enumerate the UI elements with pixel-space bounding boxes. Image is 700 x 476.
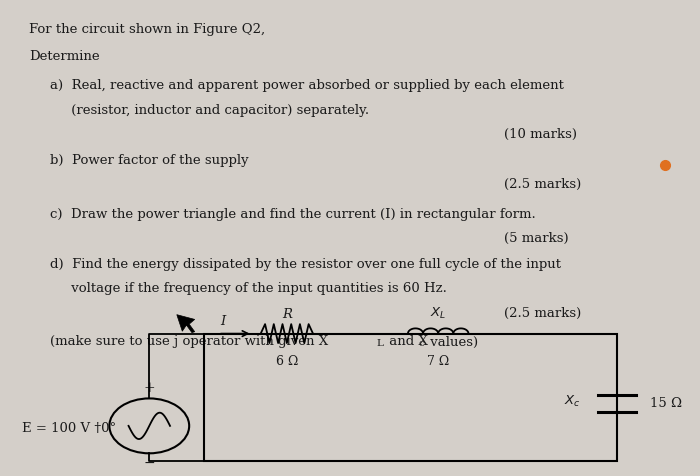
Polygon shape xyxy=(177,315,195,333)
Text: (5 marks): (5 marks) xyxy=(503,232,568,245)
Text: voltage if the frequency of the input quantities is 60 Hz.: voltage if the frequency of the input qu… xyxy=(50,282,447,296)
Bar xyxy=(204,334,617,461)
Text: (resistor, inductor and capacitor) separately.: (resistor, inductor and capacitor) separ… xyxy=(50,104,369,117)
Text: E = 100 V †0°: E = 100 V †0° xyxy=(22,422,116,435)
Text: (make sure to use j operator with given X: (make sure to use j operator with given … xyxy=(50,336,328,348)
Text: b)  Power factor of the supply: b) Power factor of the supply xyxy=(50,154,248,167)
Text: a)  Real, reactive and apparent power absorbed or supplied by each element: a) Real, reactive and apparent power abs… xyxy=(50,79,564,92)
Text: $X_c$: $X_c$ xyxy=(564,394,580,409)
Text: +: + xyxy=(144,381,155,395)
Text: 6 Ω: 6 Ω xyxy=(276,355,298,368)
Text: 15 Ω: 15 Ω xyxy=(650,397,682,410)
Text: R: R xyxy=(282,308,292,321)
Text: −: − xyxy=(144,456,155,470)
Text: I: I xyxy=(220,315,225,328)
Text: c)  Draw the power triangle and find the current (I) in rectangular form.: c) Draw the power triangle and find the … xyxy=(50,208,536,221)
Text: $X_L$: $X_L$ xyxy=(430,306,447,321)
Text: 7 Ω: 7 Ω xyxy=(427,355,449,368)
Text: (2.5 marks): (2.5 marks) xyxy=(503,178,581,191)
Text: Determine: Determine xyxy=(29,50,99,63)
Text: (10 marks): (10 marks) xyxy=(503,128,577,141)
Text: values): values) xyxy=(426,336,479,348)
Text: L: L xyxy=(377,339,383,348)
Text: For the circuit shown in Figure Q2,: For the circuit shown in Figure Q2, xyxy=(29,23,265,36)
Text: d)  Find the energy dissipated by the resistor over one full cycle of the input: d) Find the energy dissipated by the res… xyxy=(50,258,561,271)
Text: and X: and X xyxy=(384,336,428,348)
Text: (2.5 marks): (2.5 marks) xyxy=(503,307,581,320)
Text: c: c xyxy=(419,339,425,348)
